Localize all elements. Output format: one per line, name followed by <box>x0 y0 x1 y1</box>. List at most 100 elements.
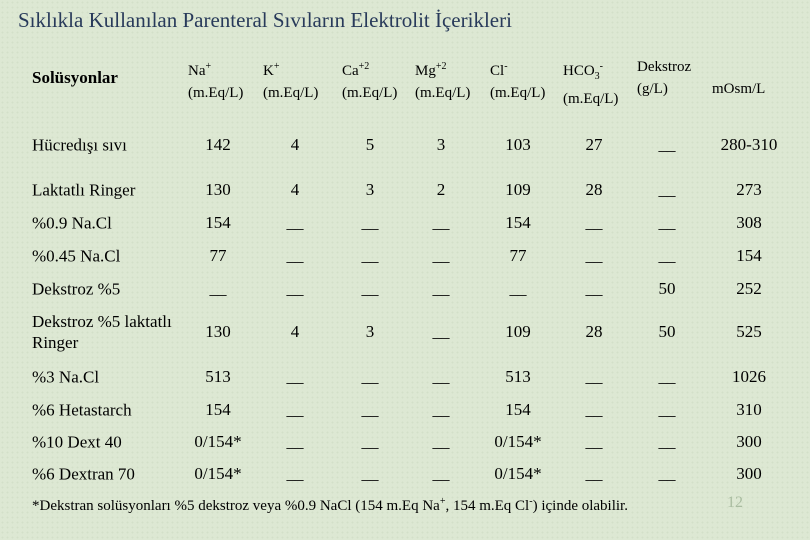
header-superscript: + <box>273 61 280 72</box>
cell-value: __ <box>509 279 527 298</box>
cell-value: 28 <box>585 322 603 341</box>
cell-value: 280-310 <box>720 135 778 154</box>
cell-value: __ <box>658 213 676 232</box>
header-unit: (m.Eq/L) <box>263 85 319 101</box>
header-unit: mOsm/L <box>712 81 766 97</box>
cell-value: __ <box>432 213 450 232</box>
cell-value: 77 <box>209 246 227 265</box>
cell-value: 154 <box>205 213 231 232</box>
row-label: %6 Hetastarch <box>32 400 132 420</box>
footnote-part: *Dekstran solüsyonları %5 dekstroz veya … <box>32 498 440 514</box>
footnote-part: + <box>439 496 446 507</box>
header-cell: Solüsyonlar <box>32 67 118 89</box>
header-symbol: Ca <box>342 63 359 79</box>
cell-value: __ <box>361 464 379 483</box>
cell-value: 130 <box>205 322 231 341</box>
cell-value: 5 <box>365 135 375 154</box>
header-cell: Ca+2 (m.Eq/L) <box>342 56 397 104</box>
cell-value: 0/154* <box>494 464 542 483</box>
header-cell: Cl- (m.Eq/L) <box>490 56 545 104</box>
cell-value: __ <box>286 464 304 483</box>
header-unit: (m.Eq/L) <box>415 85 471 101</box>
cell-value: __ <box>658 400 676 419</box>
header-line: Solüsyonlar <box>32 67 118 89</box>
cell-value: __ <box>361 432 379 451</box>
title: Sıklıkla Kullanılan Parenteral Sıvıların… <box>18 8 512 32</box>
header-line: Na+ <box>188 56 243 82</box>
cell-value: 154 <box>505 400 531 419</box>
cell-value: __ <box>432 246 450 265</box>
header-line: HCO3- <box>563 56 618 88</box>
cell-value: __ <box>585 279 603 298</box>
header-unit: (m.Eq/L) <box>563 91 619 107</box>
header-superscript: +2 <box>435 61 447 72</box>
row-label: Laktatlı Ringer <box>32 180 136 200</box>
header-superscript: +2 <box>358 61 370 72</box>
cell-value: __ <box>432 400 450 419</box>
cell-value: 3 <box>436 135 446 154</box>
row-label: %0.45 Na.Cl <box>32 246 121 266</box>
cell-value: __ <box>432 367 450 386</box>
header-symbol: Dekstroz <box>637 59 692 75</box>
cell-value: 513 <box>205 367 231 386</box>
cell-value: 77 <box>509 246 527 265</box>
cell-value: 27 <box>585 135 603 154</box>
cell-value: 300 <box>736 464 762 483</box>
cell-value: 50 <box>658 279 676 298</box>
cell-value: __ <box>286 246 304 265</box>
cell-value: __ <box>432 279 450 298</box>
cell-value: 3 <box>365 322 375 341</box>
cell-value: __ <box>585 213 603 232</box>
header-symbol: Cl <box>490 63 505 79</box>
header-line: Dekstroz <box>637 56 691 78</box>
cell-value: 154 <box>205 400 231 419</box>
cell-value: 154 <box>736 246 762 265</box>
row-label: %10 Dext 40 <box>32 432 122 452</box>
cell-value: __ <box>585 432 603 451</box>
cell-value: 130 <box>205 180 231 199</box>
cell-value: 4 <box>290 180 300 199</box>
cell-value: __ <box>658 432 676 451</box>
header-symbol: Na <box>188 63 206 79</box>
header-superscript: - <box>504 61 508 72</box>
cell-value: 4 <box>290 322 300 341</box>
header-cell: Na+ (m.Eq/L) <box>188 56 243 104</box>
header-unit: (m.Eq/L) <box>188 85 244 101</box>
cell-value: __ <box>585 367 603 386</box>
cell-value: __ <box>361 400 379 419</box>
header-cell: HCO3- (m.Eq/L) <box>563 56 618 110</box>
cell-value: 4 <box>290 135 300 154</box>
header-unit: (m.Eq/L) <box>342 85 398 101</box>
cell-value: __ <box>658 180 676 199</box>
cell-value: __ <box>361 367 379 386</box>
header-cell: Mg+2 (m.Eq/L) <box>415 56 470 104</box>
footnote-part: , 154 m.Eq Cl <box>445 498 530 514</box>
header-line: K+ <box>263 56 318 82</box>
cell-value: 103 <box>505 135 531 154</box>
cell-value: 109 <box>505 180 531 199</box>
cell-value: __ <box>361 213 379 232</box>
footnote: *Dekstran solüsyonları %5 dekstroz veya … <box>32 496 628 515</box>
cell-value: __ <box>585 246 603 265</box>
cell-value: __ <box>658 246 676 265</box>
page-number: 12 <box>727 494 743 511</box>
cell-value: 1026 <box>732 367 766 386</box>
header-unit: (g/L) <box>637 81 668 97</box>
header-symbol: HCO <box>563 63 595 79</box>
cell-value: __ <box>286 279 304 298</box>
cell-value: __ <box>286 213 304 232</box>
header-cell: mOsm/L <box>712 56 765 100</box>
header-line: Mg+2 <box>415 56 470 82</box>
cell-value: __ <box>361 279 379 298</box>
cell-value: 300 <box>736 432 762 451</box>
cell-value: __ <box>432 464 450 483</box>
row-label: %0.9 Na.Cl <box>32 213 112 233</box>
header-cell: K+ (m.Eq/L) <box>263 56 318 104</box>
cell-value: __ <box>286 367 304 386</box>
cell-value: __ <box>658 367 676 386</box>
cell-value: __ <box>658 135 676 154</box>
cell-value: 0/154* <box>494 432 542 451</box>
row-label: %6 Dextran 70 <box>32 464 135 484</box>
cell-value: __ <box>585 400 603 419</box>
